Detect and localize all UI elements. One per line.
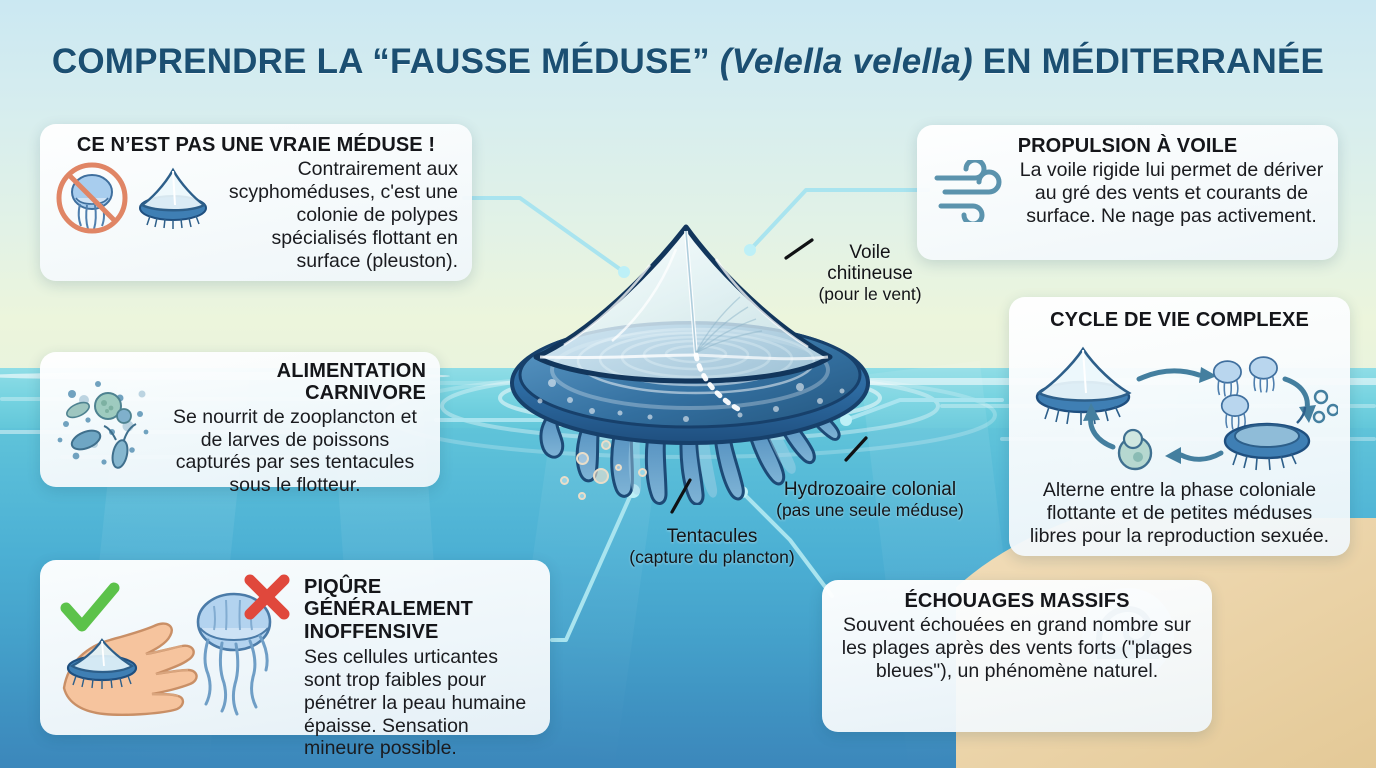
stranded-velella [1286, 698, 1338, 728]
hand-with-velella-icon [54, 570, 294, 725]
card-sail-propulsion[interactable]: PROPULSION À VOILE La voile rigide lui p… [917, 125, 1338, 260]
stranded-velella [1242, 634, 1294, 664]
velella-icon [136, 158, 210, 239]
bubble [638, 468, 647, 477]
sail-label-line2: chitineuse [827, 262, 913, 284]
sail-label-sub: (pour le vent) [818, 283, 922, 304]
card-title: ALIMENTATION CARNIVORE [276, 360, 426, 405]
card-title: CYCLE DE VIE COMPLEXE [1050, 309, 1309, 331]
plankton-icon [54, 370, 158, 487]
card-life-cycle[interactable]: CYCLE DE VIE COMPLEXE [1009, 297, 1350, 556]
card-body: La voile rigide lui permet de dériver au… [1019, 159, 1324, 228]
card-body: Se nourrit de zooplancton et de larves d… [173, 405, 417, 497]
title-scientific-name: (Velella velella) [719, 42, 973, 81]
hydrozoan-label-main: Hydrozoaire colonial [783, 479, 957, 500]
hydrozoan-label: Hydrozoaire colonial (pas une seule médu… [770, 479, 970, 520]
title-part2: EN MÉDITERRANÉE [972, 42, 1325, 81]
page-title: COMPRENDRE LA “FAUSSE MÉDUSE” (Velella v… [0, 42, 1376, 82]
jellyfish-forbidden-icon [54, 158, 132, 245]
card-sting-harmless[interactable]: PIQÛRE GÉNÉRALEMENT INOFFENSIVE Ses cell… [40, 560, 550, 759]
bubble [601, 440, 611, 450]
velella-illustration [500, 215, 880, 506]
tentacles-label-sub: (capture du plancton) [629, 546, 795, 567]
wind-icon [931, 157, 1013, 227]
bubble [615, 464, 622, 471]
tentacles-label-main: Tentacules [666, 526, 758, 547]
bubble [560, 476, 569, 485]
card-title: ÉCHOUAGES MASSIFS [904, 590, 1130, 612]
card-body: Contrairement aux scyphoméduses, c'est u… [228, 158, 458, 272]
card-title: PROPULSION À VOILE [1017, 135, 1238, 157]
card-not-a-real-jellyfish[interactable]: CE N’EST PAS UNE VRAIE MÉDUSE ! [40, 124, 472, 281]
bubble [576, 452, 589, 465]
title-part1: COMPRENDRE LA “FAUSSE MÉDUSE” [51, 42, 720, 81]
stranded-velella [1208, 744, 1260, 768]
tentacles-label: Tentacules (capture du plancton) [612, 526, 812, 567]
card-body: Souvent échouées en grand nombre sur les… [841, 614, 1193, 683]
card-title: CE N’EST PAS UNE VRAIE MÉDUSE ! [76, 134, 436, 156]
hydrozoan-label-sub: (pas une seule méduse) [776, 499, 964, 520]
card-mass-beaching[interactable]: ÉCHOUAGES MASSIFS Souvent échouées en gr… [822, 580, 1212, 732]
stranded-velella [1348, 664, 1376, 694]
card-body: Alterne entre la phase coloniale flottan… [1029, 479, 1330, 548]
life-cycle-diagram-icon [1021, 335, 1340, 475]
card-carnivorous-feeding[interactable]: ALIMENTATION CARNIVORE Se nourrit de zoo… [40, 352, 440, 496]
stranded-velella [1256, 586, 1308, 616]
stranded-velella [1330, 612, 1376, 642]
card-title: PIQÛRE GÉNÉRALEMENT INOFFENSIVE [304, 576, 473, 643]
stranded-velella [1104, 736, 1156, 766]
card-body: Ses cellules urticantes sont trop faible… [304, 646, 527, 760]
bubble [578, 492, 586, 500]
sail-label-line1: Voile [849, 242, 891, 263]
bubble [593, 468, 609, 484]
sail-label: Voile chitineuse (pour le vent) [790, 242, 950, 304]
